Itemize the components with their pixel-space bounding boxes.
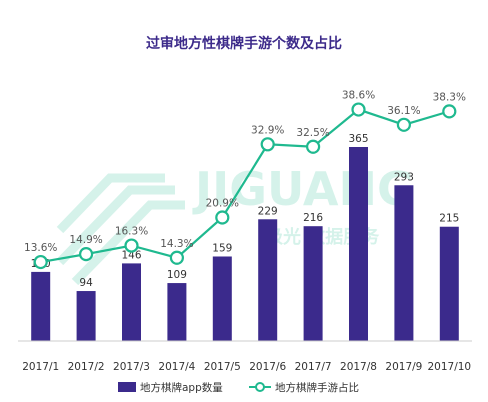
bar: [439, 226, 459, 341]
share-value-label: 14.9%: [69, 234, 102, 246]
share-value-label: 38.6%: [342, 90, 375, 102]
legend-line-marker: [255, 382, 265, 392]
bar: [167, 283, 187, 341]
share-point: [260, 137, 275, 152]
x-tick-label: 2017/2: [68, 361, 105, 373]
chart-title: 过审地方性棋牌手游个数及占比: [146, 35, 342, 52]
legend-line-label: 地方棋牌手游占比: [275, 381, 359, 394]
share-value-label: 16.3%: [115, 226, 148, 238]
x-tick-label: 2017/1: [22, 361, 59, 373]
bar: [122, 263, 141, 341]
bar: [394, 185, 414, 341]
share-value-label: 32.9%: [251, 124, 284, 136]
bar-value-label: 146: [121, 249, 141, 261]
x-ticks-group: 2017/1 2017/2 2017/3 2017/4 2017/5 2017/6 2017…: [22, 361, 471, 373]
share-line: [40, 108, 450, 264]
share-point: [351, 102, 366, 117]
bar-value-label: 94: [79, 277, 93, 289]
share-point: [33, 254, 48, 270]
share-point: [124, 238, 139, 253]
x-tick-label: 2017/7: [295, 361, 332, 373]
x-tick-label: 2017/10: [427, 361, 471, 373]
bar: [303, 226, 323, 341]
share-point: [396, 117, 411, 132]
x-tick-label: 2017/9: [385, 361, 422, 373]
x-tick-label: 2017/3: [113, 361, 150, 373]
bar-value-label: 109: [167, 269, 187, 281]
share-point: [169, 250, 184, 265]
legend: 地方棋牌app数量 地方棋牌手游占比: [118, 381, 359, 394]
line-series-group: 13.6% 14.9% 16.3% 14.3% 20.9% 32.9% 32.5% 38.6%…: [24, 90, 466, 270]
bar: [31, 271, 51, 341]
bar: [212, 256, 232, 341]
share-value-label: 20.9%: [206, 198, 239, 210]
share-value-label: 32.5%: [296, 127, 329, 139]
x-tick-label: 2017/6: [249, 361, 286, 373]
share-value-label: 13.6%: [24, 242, 57, 254]
legend-bar-label: 地方棋牌app数量: [140, 381, 223, 394]
bar: [349, 147, 368, 341]
legend-bar-swatch: [118, 382, 136, 392]
bars-group: 13094146109159229216365293215: [31, 133, 459, 341]
bar: [258, 219, 278, 341]
x-tick-label: 2017/5: [204, 361, 241, 373]
share-point: [442, 104, 457, 119]
bar-value-label: 216: [303, 212, 323, 224]
watermark-logo-icon: [56, 173, 185, 286]
bar-value-label: 365: [348, 133, 368, 145]
bar-value-label: 159: [212, 242, 232, 254]
share-point: [215, 210, 230, 225]
x-tick-label: 2017/8: [340, 361, 377, 373]
share-value-label: 38.3%: [433, 91, 466, 103]
bar-value-label: 229: [258, 205, 278, 217]
bar-value-label: 293: [394, 171, 414, 183]
bar-value-label: 215: [439, 213, 459, 225]
share-value-label: 36.1%: [387, 105, 420, 117]
x-tick-label: 2017/4: [158, 361, 195, 373]
share-point: [306, 139, 321, 154]
share-point: [78, 247, 94, 262]
share-value-label: 14.3%: [160, 238, 193, 250]
bar: [76, 291, 96, 341]
